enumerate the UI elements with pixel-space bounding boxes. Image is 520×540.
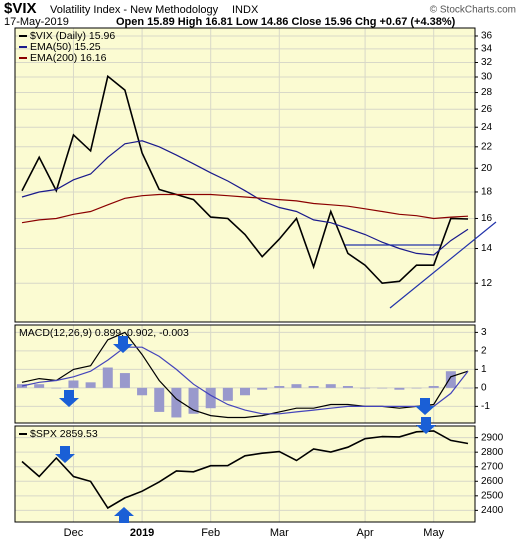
quote: Open 15.89 High 16.81 Low 14.86 Close 15… bbox=[116, 16, 456, 28]
histogram-bar bbox=[205, 387, 216, 409]
histogram-bar bbox=[17, 384, 27, 388]
y-tick-label: 2700 bbox=[481, 461, 504, 472]
plot-area bbox=[15, 28, 475, 322]
y-tick-label: 2600 bbox=[481, 476, 504, 487]
histogram-bar bbox=[240, 387, 250, 396]
x-tick-label: 2019 bbox=[130, 527, 154, 539]
x-tick-label: Feb bbox=[201, 527, 220, 539]
y-tick-label: 2800 bbox=[481, 447, 504, 458]
y-tick-label: 20 bbox=[481, 163, 493, 174]
y-tick-label: 12 bbox=[481, 278, 493, 289]
y-tick-label: 0 bbox=[481, 383, 487, 394]
histogram-bar bbox=[274, 386, 285, 388]
panel-border bbox=[14, 27, 476, 323]
histogram-bar bbox=[222, 387, 233, 401]
histogram-bar bbox=[342, 386, 353, 388]
histogram-bar bbox=[411, 387, 422, 389]
histogram-bar bbox=[394, 387, 405, 390]
y-tick-label: 26 bbox=[481, 104, 493, 115]
x-tick-label: May bbox=[423, 527, 444, 539]
arrow bbox=[59, 390, 79, 407]
panel-border bbox=[14, 324, 476, 424]
histogram-bar bbox=[377, 387, 388, 389]
date: 17-May-2019 bbox=[4, 16, 69, 28]
histogram-bar bbox=[360, 387, 371, 389]
annotations bbox=[55, 221, 497, 523]
y-tick-label: 28 bbox=[481, 87, 493, 98]
legend-label: EMA(50) 15.25 bbox=[30, 41, 101, 53]
symbol: $VIX bbox=[4, 0, 37, 17]
panel-label: MACD(12,26,9) 0.899, 0.902, -0.003 bbox=[19, 327, 189, 339]
y-tick-label: 22 bbox=[481, 141, 493, 152]
arrow bbox=[416, 417, 436, 434]
y-tick-label: 14 bbox=[481, 243, 493, 254]
histogram-bar bbox=[119, 373, 130, 388]
panel-border bbox=[14, 425, 476, 523]
histogram-bar bbox=[291, 384, 302, 388]
y-tick-label: 2900 bbox=[481, 432, 504, 443]
series-line bbox=[21, 140, 469, 256]
histogram-bar bbox=[188, 387, 199, 414]
histogram-bar bbox=[308, 386, 319, 388]
y-tick-label: 36 bbox=[481, 31, 493, 42]
y-tick-label: 2400 bbox=[481, 505, 504, 516]
y-tick-label: 30 bbox=[481, 72, 493, 83]
series-line bbox=[21, 331, 469, 419]
x-tick-label: Mar bbox=[270, 527, 289, 539]
histogram-bar bbox=[445, 371, 456, 388]
y-tick-label: 32 bbox=[481, 57, 493, 68]
chart-title: Volatility Index - New Methodology bbox=[50, 4, 219, 16]
arrow bbox=[114, 507, 134, 523]
histogram-bar bbox=[325, 384, 336, 388]
histogram-bar bbox=[51, 387, 62, 389]
histogram-bar bbox=[463, 387, 473, 389]
histogram-bar bbox=[154, 387, 165, 412]
histogram-bar bbox=[85, 382, 96, 388]
arrow bbox=[55, 446, 75, 463]
series-line bbox=[21, 346, 469, 415]
plot-area bbox=[15, 426, 475, 522]
histogram-bar bbox=[102, 367, 113, 388]
histogram-bar bbox=[34, 384, 45, 388]
legend-label: $SPX 2859.53 bbox=[30, 428, 98, 440]
histogram-bar bbox=[428, 386, 439, 388]
y-tick-label: 2 bbox=[481, 346, 487, 357]
histogram-bar bbox=[257, 387, 268, 390]
y-tick-label: 3 bbox=[481, 327, 487, 338]
y-tick-label: 24 bbox=[481, 122, 493, 133]
trend-line bbox=[389, 221, 497, 309]
arrow bbox=[113, 336, 133, 353]
histogram-bar bbox=[137, 387, 148, 396]
source: © StockCharts.com bbox=[430, 5, 516, 16]
histogram-bar bbox=[171, 387, 182, 418]
legend-label: EMA(200) 16.16 bbox=[30, 52, 107, 64]
histogram-bar bbox=[68, 380, 79, 388]
plot-area bbox=[15, 325, 475, 423]
arrow bbox=[415, 398, 435, 415]
x-tick-label: Dec bbox=[64, 527, 84, 539]
y-tick-label: 2500 bbox=[481, 490, 504, 501]
y-tick-label: 34 bbox=[481, 43, 493, 54]
y-tick-label: -1 bbox=[481, 401, 490, 412]
y-tick-label: 1 bbox=[481, 364, 487, 375]
y-tick-label: 18 bbox=[481, 187, 493, 198]
series-line bbox=[21, 74, 469, 285]
exchange: INDX bbox=[232, 4, 259, 16]
y-tick-label: 16 bbox=[481, 213, 493, 224]
legend-label: $VIX (Daily) 15.96 bbox=[30, 30, 115, 42]
x-tick-label: Apr bbox=[357, 527, 374, 539]
series-line bbox=[21, 430, 469, 510]
series-line bbox=[21, 193, 469, 224]
